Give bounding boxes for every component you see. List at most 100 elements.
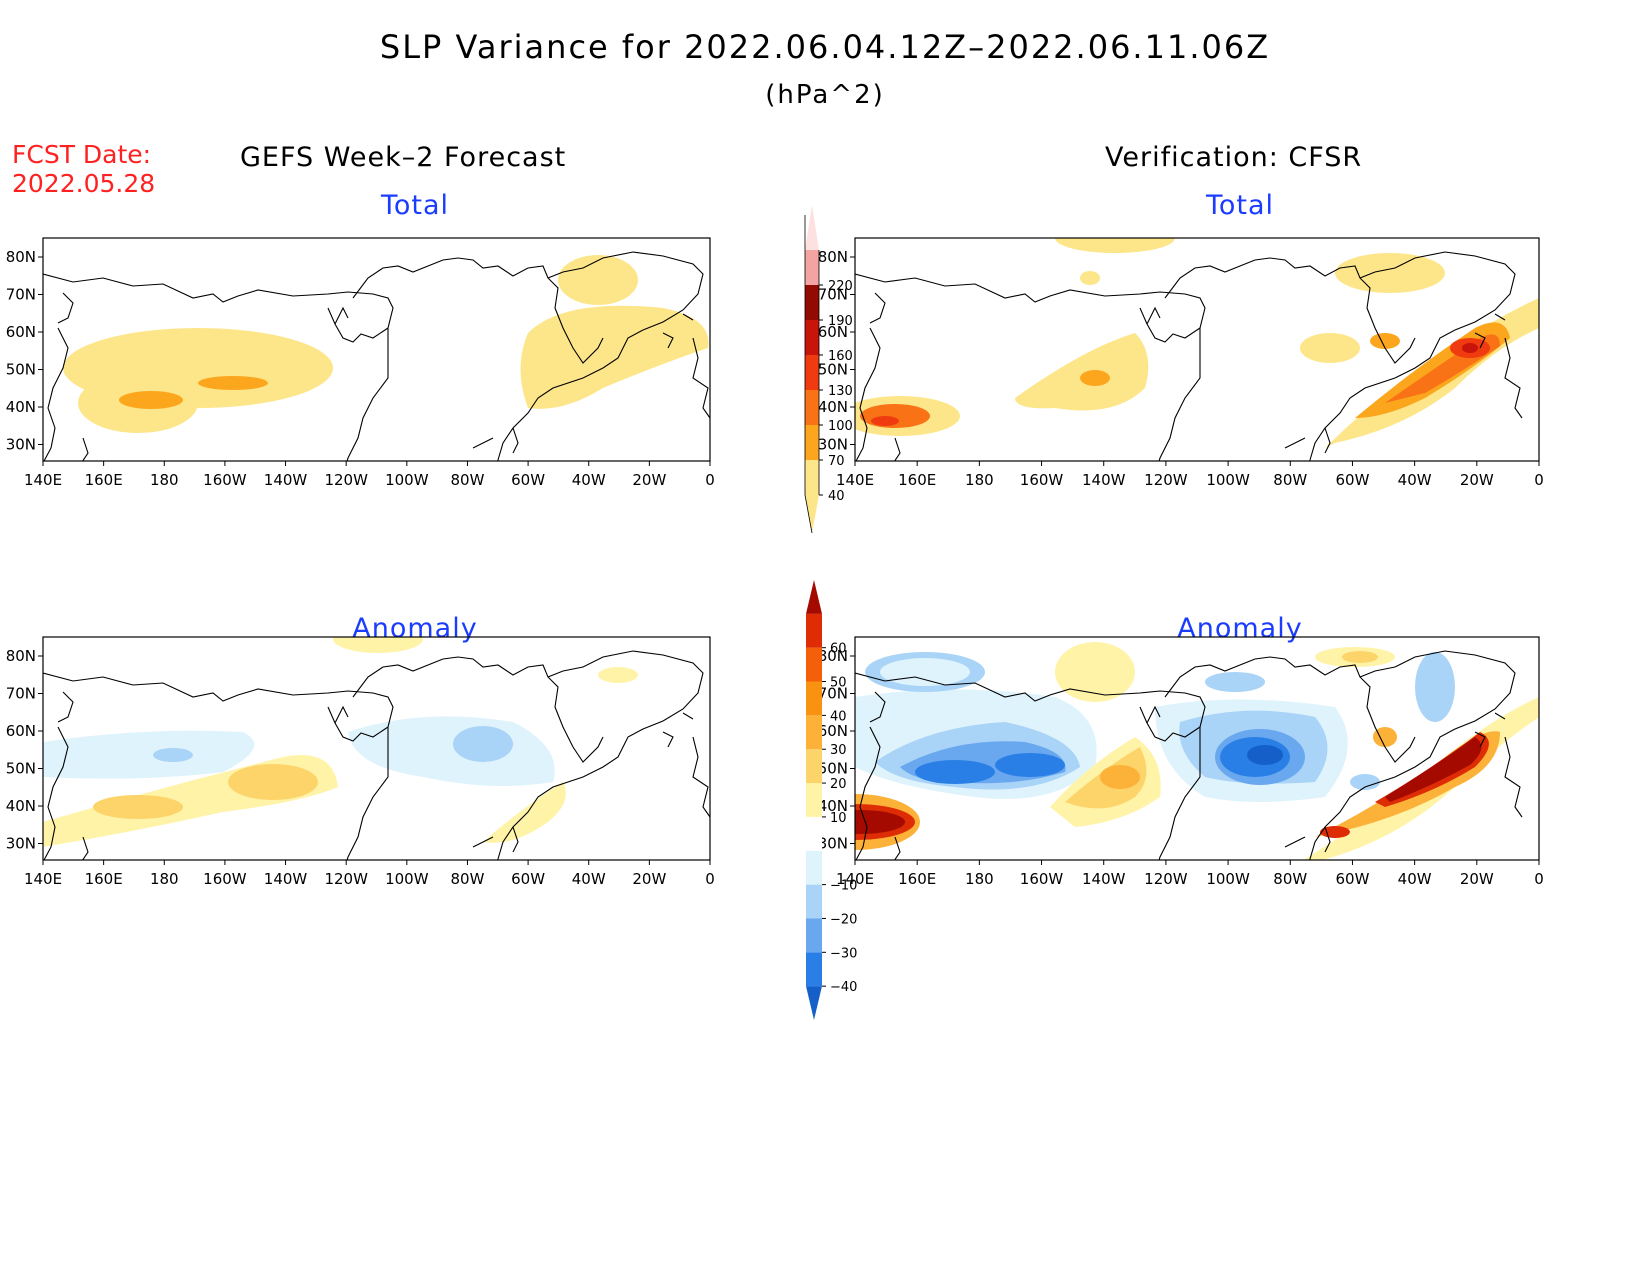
verification-total-lon-tick: 140E bbox=[836, 471, 874, 489]
verification-anomaly-lon-tick: 180 bbox=[965, 870, 994, 888]
total-colorbar-label: 220 bbox=[828, 279, 853, 294]
forecast-anomaly-lon-tick: 140W bbox=[264, 870, 308, 888]
anomaly-colorbar-label: 30 bbox=[830, 743, 847, 758]
forecast-total-lon-tick: 180 bbox=[150, 471, 179, 489]
verification-total-lon-tick: 120W bbox=[1144, 471, 1188, 489]
forecast-total-lon-tick: 100W bbox=[385, 471, 429, 489]
forecast-total-lon-tick: 80W bbox=[450, 471, 484, 489]
anomaly-colorbar-swatch bbox=[806, 783, 822, 817]
verification-anomaly-lon-tick: 80W bbox=[1273, 870, 1307, 888]
forecast-anomaly-lon-tick: 140E bbox=[24, 870, 62, 888]
anomaly-colorbar-swatch bbox=[806, 952, 822, 987]
verification-anomaly-lon-tick: 60W bbox=[1335, 870, 1369, 888]
verification-total-lon-tick: 20W bbox=[1460, 471, 1494, 489]
forecast-total-lon-tick: 160E bbox=[85, 471, 123, 489]
total-colorbar-swatch bbox=[805, 285, 819, 320]
verification-total-lat-tick: 70N bbox=[818, 286, 848, 304]
total-colorbar: 40 70 100 130 160 190 220 bbox=[804, 205, 853, 534]
total-colorbar-label: 40 bbox=[828, 489, 845, 504]
anomaly-colorbar-label: 10 bbox=[830, 811, 847, 826]
units-label: (hPa^2) bbox=[765, 80, 885, 110]
forecast-total-lon-tick: 120W bbox=[324, 471, 368, 489]
anomaly-colorbar-swatch bbox=[806, 918, 822, 953]
verification-total-lon-tick: 160W bbox=[1020, 471, 1064, 489]
forecast-anomaly-lon-tick: 60W bbox=[511, 870, 545, 888]
anomaly-colorbar-swatch bbox=[806, 884, 822, 919]
verification-anomaly-title: Anomaly bbox=[1177, 613, 1303, 644]
verification-anomaly-lon-tick: 140W bbox=[1082, 870, 1126, 888]
verification-anomaly-lat-tick: 50N bbox=[818, 760, 848, 778]
verification-anomaly-lon-tick: 100W bbox=[1206, 870, 1250, 888]
forecast-total-lon-tick: 140W bbox=[264, 471, 308, 489]
verification-total-lon-tick: 0 bbox=[1534, 471, 1544, 489]
verification-anomaly-lon-tick: 160E bbox=[898, 870, 936, 888]
forecast-anomaly-lat-tick: 60N bbox=[6, 722, 36, 740]
verification-total-lat-tick: 40N bbox=[818, 398, 848, 416]
forecast-anomaly-lon-tick: 160W bbox=[203, 870, 247, 888]
total-colorbar-label: 100 bbox=[828, 419, 853, 434]
forecast-total-lat-tick: 40N bbox=[6, 398, 36, 416]
axis-labels: 80N 70N 60N 50N 40N 30N 140E 160E 180 160W 140W 120… bbox=[6, 248, 1544, 888]
forecast-total-title: Total bbox=[380, 190, 450, 221]
forecast-anomaly-lon-tick: 120W bbox=[324, 870, 368, 888]
anomaly-colorbar-label: −30 bbox=[830, 946, 857, 961]
total-colorbar-label: 130 bbox=[828, 384, 853, 399]
verification-anomaly-lat-tick: 80N bbox=[818, 647, 848, 665]
anomaly-colorbar-swatch bbox=[806, 647, 822, 682]
anomaly-colorbar-swatch bbox=[806, 749, 822, 784]
forecast-total-lon-tick: 20W bbox=[632, 471, 666, 489]
forecast-anomaly-lat-tick: 50N bbox=[6, 760, 36, 778]
verification-anomaly-lon-tick: 0 bbox=[1534, 870, 1544, 888]
verification-anomaly-lon-tick: 40W bbox=[1398, 870, 1432, 888]
total-colorbar-outline bbox=[804, 215, 820, 534]
verification-anomaly-lon-tick: 120W bbox=[1144, 870, 1188, 888]
forecast-total-lat-tick: 50N bbox=[6, 361, 36, 379]
verification-anomaly-lon-tick: 160W bbox=[1020, 870, 1064, 888]
forecast-anomaly-lat-tick: 30N bbox=[6, 835, 36, 853]
forecast-total-lat-tick: 80N bbox=[6, 248, 36, 266]
verification-total-lat-tick: 50N bbox=[818, 361, 848, 379]
anomaly-colorbar-swatch bbox=[806, 850, 822, 885]
verification-anomaly-lat-tick: 30N bbox=[818, 835, 848, 853]
verification-total-lon-tick: 180 bbox=[965, 471, 994, 489]
anomaly-colorbar-swatch bbox=[806, 580, 822, 614]
forecast-anomaly-lon-tick: 80W bbox=[450, 870, 484, 888]
verification-anomaly-lon-tick: 140E bbox=[836, 870, 874, 888]
fcst-date-block: FCST Date: 2022.05.28 bbox=[12, 140, 155, 198]
forecast-anomaly-map bbox=[42, 636, 711, 861]
total-colorbar-label: 190 bbox=[828, 314, 853, 329]
verification-total-lat-tick: 80N bbox=[818, 248, 848, 266]
verification-total-lat-tick: 60N bbox=[818, 323, 848, 341]
anomaly-colorbar-label: −40 bbox=[830, 980, 857, 995]
forecast-total-lat-tick: 60N bbox=[6, 323, 36, 341]
verification-anomaly-lon-tick: 20W bbox=[1460, 870, 1494, 888]
fcst-date-label: FCST Date: bbox=[12, 140, 152, 169]
anomaly-colorbar-swatch bbox=[806, 681, 822, 716]
verification-column-title: Verification: CFSR bbox=[1105, 142, 1363, 173]
anomaly-colorbar-swatch bbox=[806, 816, 822, 851]
anomaly-colorbar-label: 60 bbox=[830, 642, 847, 657]
verification-total-lon-tick: 160E bbox=[898, 471, 936, 489]
verification-total-lon-tick: 80W bbox=[1273, 471, 1307, 489]
total-colorbar-swatch bbox=[805, 390, 819, 425]
anomaly-colorbar: −40 −30 −20 −10 10 20 30 40 50 60 bbox=[806, 580, 857, 1020]
verification-total-lon-tick: 140W bbox=[1082, 471, 1126, 489]
forecast-anomaly-lon-tick: 20W bbox=[632, 870, 666, 888]
total-colorbar-label: 160 bbox=[828, 349, 853, 364]
forecast-anomaly-lat-tick: 80N bbox=[6, 647, 36, 665]
total-colorbar-swatch bbox=[805, 205, 819, 250]
total-colorbar-swatch bbox=[805, 355, 819, 390]
forecast-total-lon-tick: 60W bbox=[511, 471, 545, 489]
forecast-anomaly-lon-tick: 160E bbox=[85, 870, 123, 888]
verification-anomaly-lat-tick: 70N bbox=[818, 685, 848, 703]
forecast-anomaly-lat-tick: 70N bbox=[6, 685, 36, 703]
anomaly-colorbar-label: 20 bbox=[830, 777, 847, 792]
anomaly-colorbar-label: −20 bbox=[830, 912, 857, 927]
anomaly-colorbar-swatch bbox=[806, 613, 822, 648]
anomaly-colorbar-swatch bbox=[806, 986, 822, 1020]
forecast-total-lon-tick: 140E bbox=[24, 471, 62, 489]
anomaly-colorbar-label: 50 bbox=[830, 676, 847, 691]
total-colorbar-label: 70 bbox=[828, 454, 845, 469]
forecast-column-title: GEFS Week–2 Forecast bbox=[240, 142, 567, 173]
